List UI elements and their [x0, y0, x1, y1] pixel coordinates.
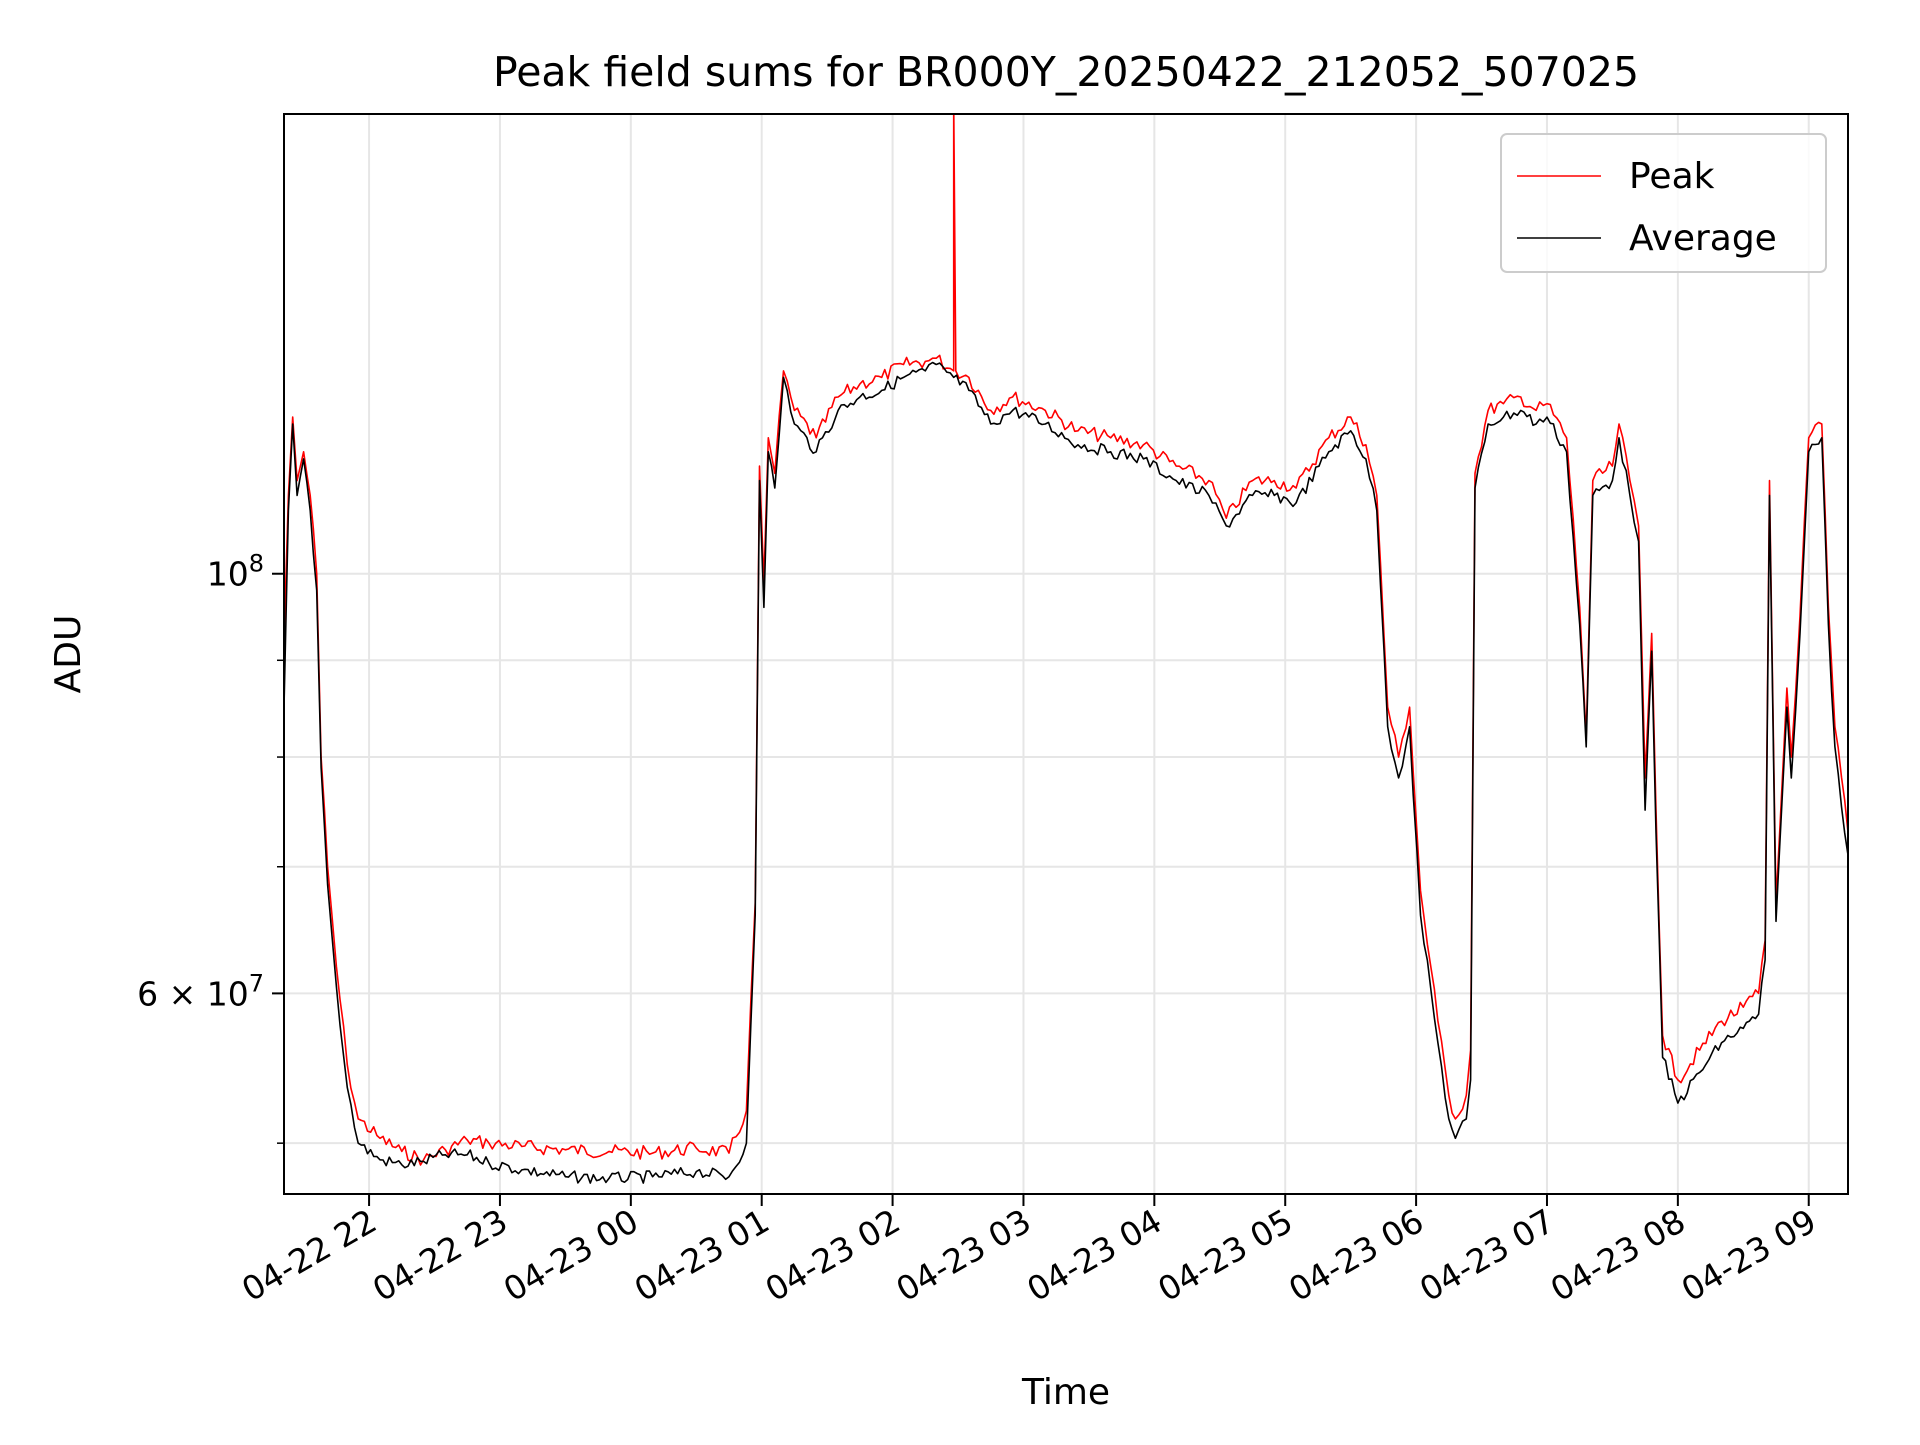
legend-label-peak: Peak	[1629, 156, 1715, 197]
plot-layer	[284, 114, 1848, 1184]
y-axis-label: ADU	[48, 615, 89, 694]
y-tick-label: 6 × 107	[137, 969, 264, 1013]
x-axis-label: Time	[1021, 1372, 1110, 1413]
legend: Peak Average	[1500, 133, 1827, 273]
series-line-average	[284, 361, 1848, 1184]
y-tick-label: 108	[207, 550, 264, 594]
chart-title: Peak field sums for BR000Y_20250422_2120…	[493, 48, 1639, 96]
legend-label-average: Average	[1629, 218, 1777, 259]
plot-frame	[283, 113, 1849, 1195]
grid-layer	[284, 114, 1848, 1194]
